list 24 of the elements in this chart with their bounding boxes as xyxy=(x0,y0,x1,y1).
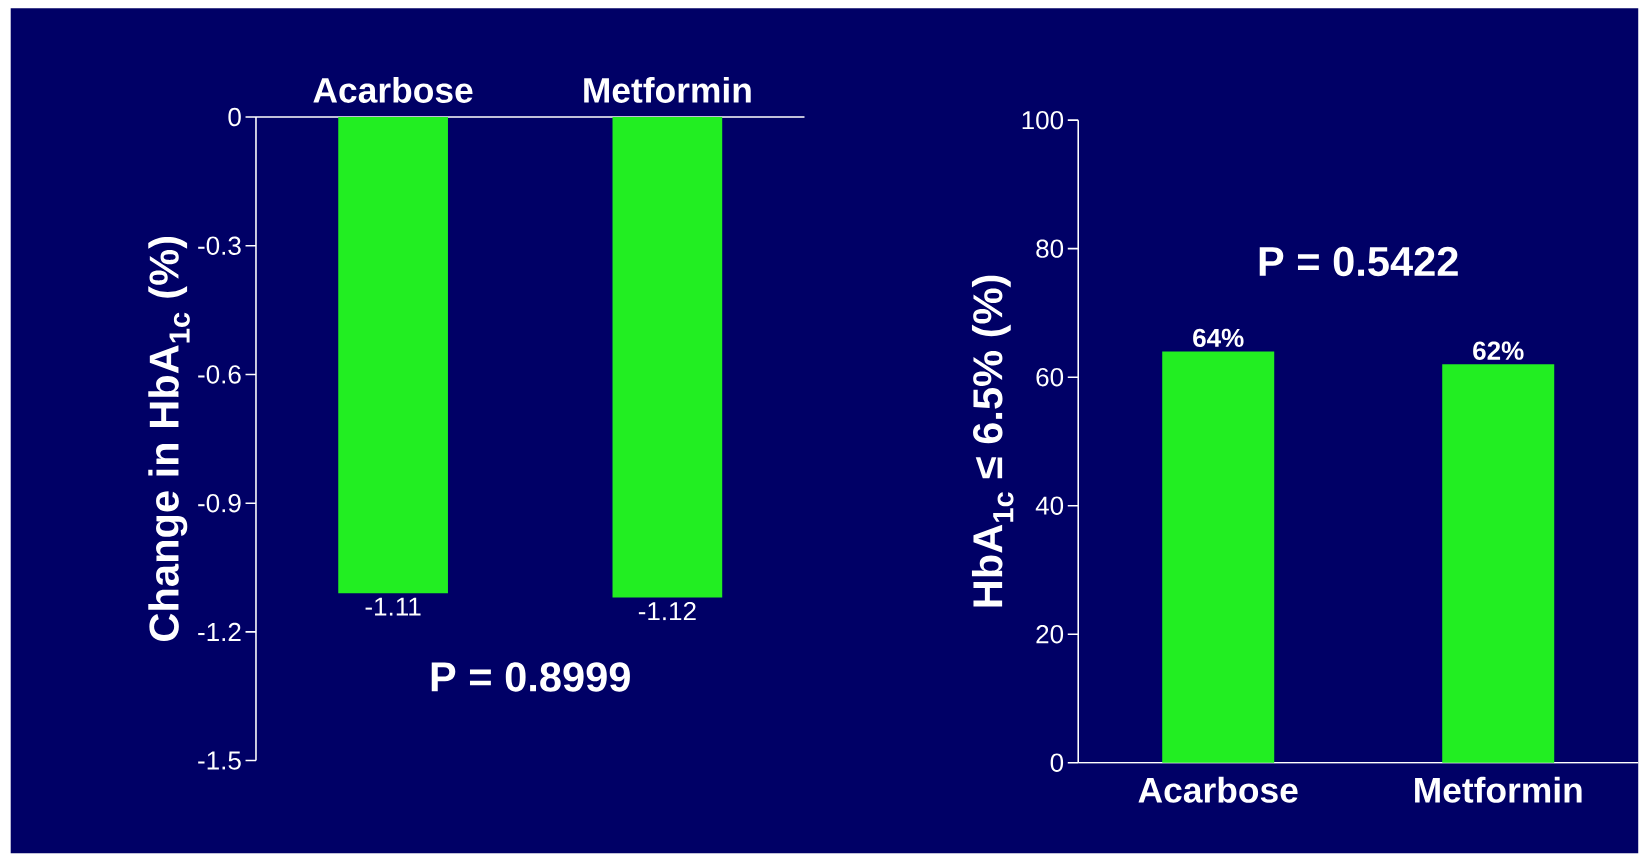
annotation: P = 0.5422 xyxy=(1259,246,1458,277)
y-tick-label: -0.9 xyxy=(198,494,241,513)
y-tick-label: -1.2 xyxy=(198,622,241,642)
x-tick-label: Acarbose xyxy=(313,77,473,104)
y-axis-title: Change in HbA$_{1c}$ (%) xyxy=(148,237,190,642)
x-tick-label: Acarbose xyxy=(1138,777,1298,803)
y-tick-label: 40 xyxy=(1035,496,1064,516)
y-tick-label: 0 xyxy=(228,108,241,127)
data-label: -1.11 xyxy=(365,597,421,616)
y-tick-label: -0.6 xyxy=(198,365,241,384)
y-tick-label: 80 xyxy=(1036,239,1064,259)
y-tick-label: -0.3 xyxy=(198,236,241,256)
x-tick-label: Metformin xyxy=(1415,777,1582,803)
annotation: P = 0.8999 xyxy=(431,662,630,692)
data-label: 64% xyxy=(1193,328,1244,348)
y-axis-title: HbA$_{1c}$ ≤ 6.5% (%) xyxy=(971,275,1014,607)
y-tick-label: 100 xyxy=(1022,111,1064,130)
data-label: -1.12 xyxy=(638,602,696,621)
data-label: 62% xyxy=(1473,341,1524,361)
y-tick-label: 60 xyxy=(1036,368,1064,387)
x-tick-label: Metformin xyxy=(584,77,751,104)
y-tick-label: -1.5 xyxy=(198,751,241,770)
y-tick-label: 20 xyxy=(1036,625,1064,644)
y-tick-label: 0 xyxy=(1050,753,1064,773)
